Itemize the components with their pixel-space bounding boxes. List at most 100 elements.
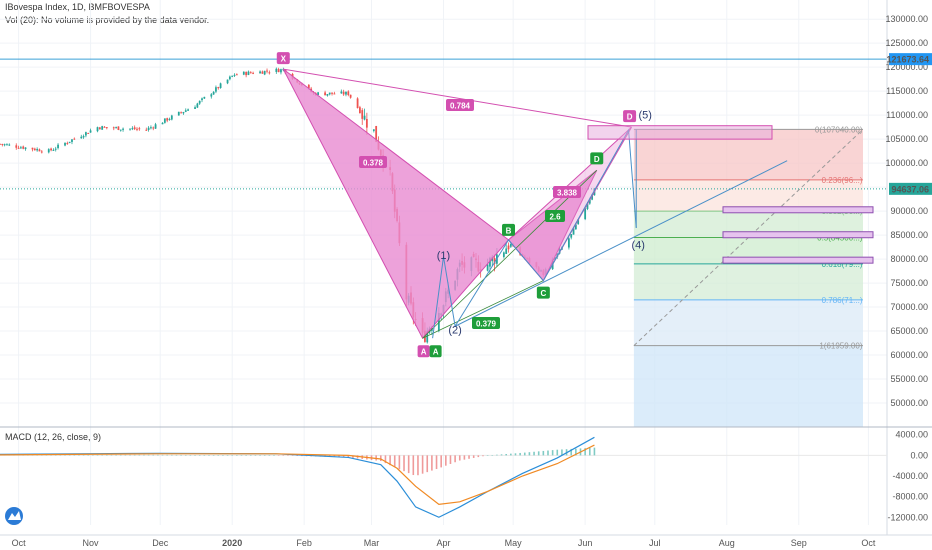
- candle-body: [131, 128, 134, 130]
- macd-bar: [556, 449, 559, 456]
- macd-bar: [547, 450, 549, 456]
- candle-body: [68, 141, 71, 143]
- candle-body: [242, 71, 245, 75]
- candle-body: [574, 224, 577, 230]
- candle-body: [101, 126, 104, 130]
- symbol-title: IBovespa Index, 1D, BMFBOVESPA: [5, 2, 150, 12]
- time-tick-label: Nov: [83, 538, 100, 548]
- macd-bar: [403, 455, 405, 472]
- candle-body: [317, 92, 320, 95]
- candle-body: [226, 79, 229, 84]
- candle-body: [182, 111, 185, 114]
- candle-body: [119, 129, 122, 131]
- macd-bar: [259, 455, 261, 456]
- candle-body: [115, 127, 117, 129]
- macd-bar: [110, 454, 113, 456]
- macd-bar: [491, 455, 494, 456]
- candle-body: [168, 118, 171, 120]
- macd-bar: [268, 455, 271, 456]
- macd-bar: [87, 454, 90, 456]
- price-tick-label: 130000.00: [885, 14, 928, 24]
- candle-body: [359, 107, 361, 114]
- macd-bar: [407, 455, 410, 474]
- price-tick-label: 80000.00: [890, 254, 928, 264]
- candle-body: [249, 72, 252, 74]
- candle-body: [584, 208, 587, 220]
- candles: [0, 67, 596, 344]
- point-label-d2: D: [627, 113, 633, 122]
- macd-bar: [542, 450, 545, 456]
- macd-bar: [212, 455, 215, 456]
- candle-body: [347, 91, 350, 95]
- time-tick-label: Oct: [861, 538, 876, 548]
- retracement-box: [722, 231, 874, 239]
- candle-body: [96, 127, 99, 132]
- macd-bar: [161, 454, 164, 456]
- macd-bar: [263, 455, 266, 456]
- macd-bar: [463, 455, 466, 460]
- macd-bar: [398, 455, 401, 470]
- macd-bar: [291, 455, 294, 456]
- time-tick-label: Sep: [791, 538, 807, 548]
- price-tick-label: 55000.00: [890, 374, 928, 384]
- point-label-d2-bg: [623, 110, 637, 123]
- time-tick-label: Jun: [578, 538, 593, 548]
- candle-body: [345, 91, 347, 95]
- price-tick-label: 50000.00: [890, 398, 928, 408]
- macd-bar: [106, 454, 108, 456]
- price-tick-label: 125000.00: [885, 38, 928, 48]
- macd-tick-label: -12000.00: [887, 512, 928, 522]
- candle-body: [145, 129, 148, 131]
- candle-body: [210, 94, 213, 97]
- candle-body: [50, 148, 52, 151]
- ratio-label: 0.379: [476, 320, 497, 329]
- candle-body: [163, 118, 166, 123]
- candle-body: [361, 110, 364, 119]
- price-tag-bg: [889, 53, 932, 66]
- price-tick-label: 90000.00: [890, 206, 928, 216]
- point-label-d-bg: [590, 152, 604, 165]
- macd-bar: [64, 454, 66, 456]
- ratio-label-bg: [446, 99, 474, 111]
- macd-bar: [514, 453, 517, 456]
- macd-bar: [496, 454, 498, 456]
- candle-body: [235, 74, 238, 76]
- price-tick-label: 100000.00: [885, 158, 928, 168]
- candle-body: [184, 110, 187, 112]
- point-label-b-bg: [502, 223, 516, 236]
- candle-body: [22, 146, 25, 149]
- price-tag: 121673.64: [886, 55, 929, 65]
- fib-level-label: 0(107040.00): [815, 125, 863, 134]
- ratio-label-bg: [472, 317, 500, 329]
- candle-body: [98, 127, 101, 130]
- macd-bar: [287, 455, 289, 456]
- time-tick-label: Feb: [296, 538, 312, 548]
- macd-bar: [180, 454, 182, 456]
- candle-body: [261, 71, 264, 74]
- ratio-label: 2.6: [549, 213, 561, 222]
- macd-bar: [454, 455, 456, 463]
- time-tick-label: May: [505, 538, 523, 548]
- macd-bar: [198, 455, 201, 456]
- candle-body: [567, 238, 570, 248]
- macd-bar: [472, 455, 475, 458]
- candle-body: [112, 127, 115, 129]
- macd-bar: [393, 455, 396, 468]
- candle-body: [217, 87, 220, 89]
- ratio-label: 0.784: [450, 102, 471, 111]
- macd-bar: [217, 455, 220, 456]
- time-tick-label: Mar: [364, 538, 380, 548]
- candle-body: [331, 92, 333, 94]
- candle-body: [103, 126, 106, 128]
- candle-body: [1, 143, 4, 145]
- macd-bar: [203, 455, 206, 456]
- candle-body: [133, 127, 136, 130]
- candle-body: [66, 143, 69, 145]
- logo-mark: [8, 511, 21, 520]
- macd-bar: [222, 455, 224, 456]
- candle-body: [36, 148, 39, 151]
- wave-label: (5): [638, 109, 651, 121]
- candle-body: [247, 71, 250, 75]
- macd-bar: [301, 455, 303, 457]
